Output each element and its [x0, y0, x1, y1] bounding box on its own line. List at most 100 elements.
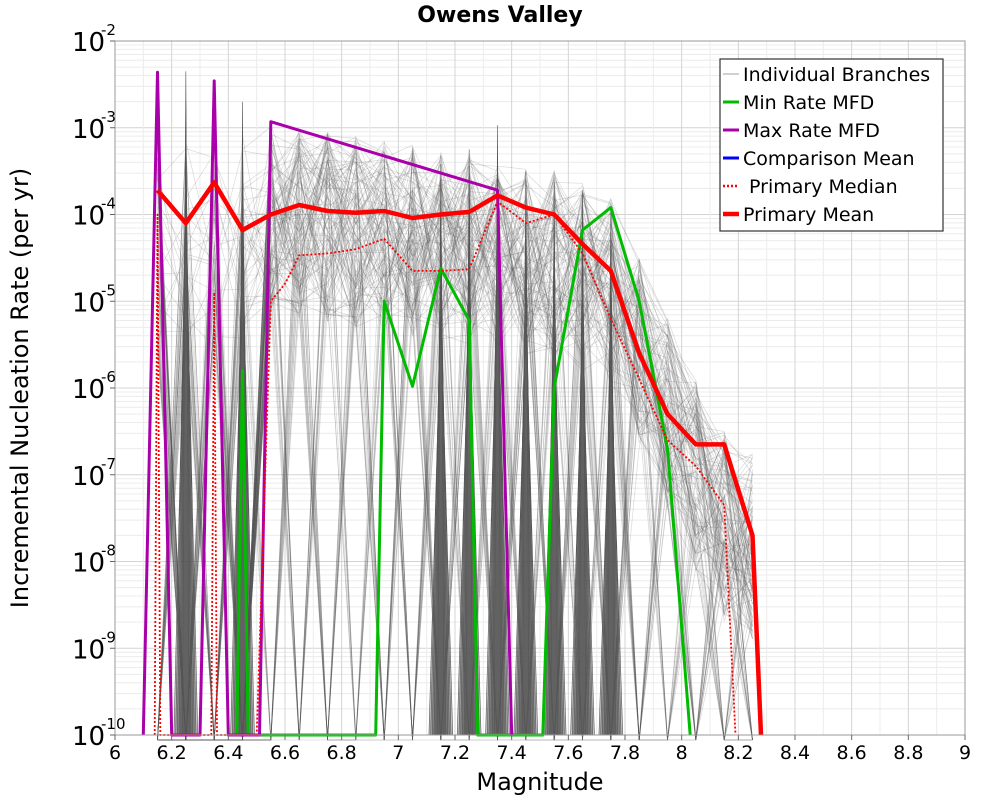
branch-line	[157, 148, 753, 741]
x-tick-label: 6.4	[213, 742, 243, 764]
individual-branches	[157, 71, 753, 741]
branch-line	[157, 144, 753, 741]
branch-line	[157, 137, 753, 741]
branch-line	[157, 192, 753, 741]
branch-line	[157, 136, 753, 741]
branch-line	[157, 174, 753, 741]
branch-line	[157, 180, 753, 741]
branch-spike	[178, 132, 193, 736]
branch-line	[157, 180, 753, 741]
branch-line	[157, 154, 753, 741]
branch-spike	[573, 283, 592, 736]
branch-line	[157, 173, 753, 741]
branch-line	[157, 160, 753, 741]
branch-line	[157, 182, 753, 741]
y-tick-exponent: -6	[101, 368, 116, 386]
branch-line	[157, 145, 753, 741]
branch-line	[157, 133, 753, 741]
branch-line	[157, 156, 753, 741]
x-tick-label: 6	[109, 742, 121, 764]
branch-line	[157, 136, 753, 741]
y-tick-exponent: -2	[101, 21, 116, 39]
legend: Individual Branches Min Rate MFD Max Rate …	[719, 58, 944, 232]
branch-line	[157, 172, 753, 741]
branch-line	[157, 159, 753, 741]
legend-label: Individual Branches	[743, 64, 930, 86]
y-axis-label: Incremental Nucleation Rate (per yr)	[6, 168, 34, 608]
branch-line	[157, 133, 753, 741]
legend-box	[719, 58, 944, 232]
branch-spike	[180, 101, 192, 736]
branch-line	[157, 134, 753, 741]
branch-line	[157, 131, 753, 741]
branch-line	[157, 132, 753, 741]
branch-line	[157, 147, 753, 741]
branch-line	[157, 189, 753, 741]
branch-line	[157, 139, 753, 741]
branch-line	[157, 152, 753, 741]
branch-line	[157, 179, 753, 741]
x-axis-ticks: 6 6.2 6.4 6.6 6.8 7 7.2 7.4 7.6 7.8 8 8.2 8.4 8.6 8.8 9	[109, 735, 971, 764]
x-tick-label: 7.4	[497, 742, 527, 764]
y-tick-exponent: -10	[101, 715, 126, 733]
branch-line	[157, 162, 753, 741]
y-tick-label: 10	[72, 635, 105, 665]
branch-line	[157, 142, 753, 741]
y-tick-exponent: -8	[101, 542, 116, 560]
branch-line	[157, 124, 753, 741]
y-tick-exponent: -3	[101, 108, 116, 126]
branch-line	[157, 146, 753, 741]
y-tick-label: 10	[72, 28, 105, 58]
branch-line	[157, 160, 753, 741]
branch-line	[157, 173, 753, 741]
branch-line	[157, 152, 753, 741]
x-tick-label: 8.8	[893, 742, 923, 764]
branch-line	[157, 140, 753, 741]
legend-label: Max Rate MFD	[743, 120, 880, 142]
branch-spike	[493, 125, 502, 736]
branch-line	[157, 145, 753, 741]
branch-line	[157, 157, 753, 741]
branch-line	[157, 168, 753, 741]
branch-spike	[600, 329, 622, 736]
branch-line	[157, 167, 753, 741]
x-tick-label: 6.8	[327, 742, 357, 764]
branch-spike	[602, 298, 620, 736]
branch-line	[157, 183, 753, 741]
x-tick-label: 6.2	[157, 742, 187, 764]
y-tick-exponent: -7	[101, 455, 116, 473]
y-tick-label: 10	[72, 462, 105, 492]
branch-line	[157, 138, 753, 741]
branch-line	[157, 149, 753, 741]
branch-line	[157, 146, 753, 741]
x-tick-label: 6.6	[270, 742, 300, 764]
y-tick-label: 10	[72, 288, 105, 318]
y-tick-label: 10	[72, 549, 105, 579]
branch-line	[157, 157, 753, 741]
branch-line	[157, 141, 753, 741]
branch-line	[157, 156, 753, 741]
branch-line	[157, 166, 753, 741]
branch-line	[157, 156, 753, 741]
branch-spike	[490, 185, 505, 736]
branch-line	[157, 139, 753, 741]
branch-spike	[605, 237, 617, 736]
branch-line	[157, 134, 753, 741]
branch-spike	[515, 292, 537, 736]
branch-spike	[492, 155, 503, 736]
legend-label: Min Rate MFD	[743, 92, 874, 114]
branch-line	[157, 146, 753, 741]
branch-line	[157, 187, 753, 741]
branch-line	[157, 145, 753, 741]
branch-line	[157, 178, 753, 741]
branch-spike	[517, 262, 535, 736]
branch-line	[157, 147, 753, 741]
legend-label: Primary Median	[743, 176, 898, 198]
branch-line	[157, 140, 753, 741]
y-tick-label: 10	[72, 375, 105, 405]
branch-spike	[177, 162, 195, 736]
branch-line	[157, 130, 753, 741]
branch-line	[157, 159, 753, 741]
